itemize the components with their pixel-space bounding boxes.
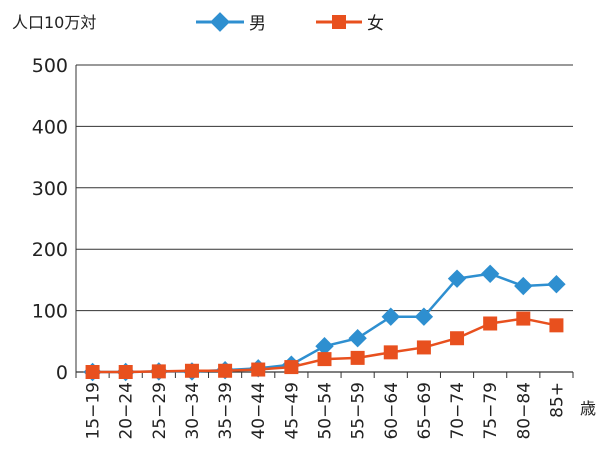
data-point	[483, 316, 498, 331]
x-tick-label: 15−19	[84, 382, 104, 440]
y-tick-label: 500	[32, 55, 68, 77]
axes	[75, 65, 573, 373]
legend-marker-female	[332, 15, 346, 29]
x-tick-label: 30−34	[183, 382, 203, 440]
data-point	[381, 307, 400, 326]
legend-label-male: 男	[249, 14, 266, 34]
y-tick-label: 0	[56, 362, 68, 384]
series-female	[85, 311, 564, 379]
x-tick-label: 85+	[547, 382, 567, 418]
data-point	[547, 275, 566, 294]
data-point	[118, 365, 133, 379]
y-tick-label: 400	[32, 116, 68, 138]
y-tick-label: 300	[32, 178, 68, 200]
gridlines	[76, 64, 573, 312]
data-point	[284, 360, 299, 375]
series	[83, 264, 566, 382]
data-point	[447, 269, 467, 288]
x-tick-label: 35−39	[216, 382, 236, 440]
y-axis-unit-label: 人口10万対	[12, 13, 96, 32]
data-point	[450, 331, 465, 346]
x-axis-ticks: 15−19 20−24 25−29 30−34 35−39 40−44 45−49 50−54…	[75, 372, 574, 440]
data-point	[383, 345, 398, 360]
data-point	[315, 337, 334, 356]
x-tick-label: 50−54	[316, 382, 336, 440]
x-tick-label: 20−24	[117, 382, 137, 440]
data-point	[317, 352, 332, 367]
data-point	[184, 363, 199, 378]
x-tick-label: 65−69	[415, 382, 435, 440]
data-point	[414, 307, 434, 326]
legend-label-female: 女	[367, 14, 384, 34]
data-point	[480, 264, 500, 283]
data-point	[549, 318, 564, 333]
x-tick-label: 80−84	[514, 382, 534, 440]
y-axis-ticks: 0 100 200 300 400 500	[32, 55, 68, 384]
legend-item-male: 男	[196, 12, 266, 34]
legend: 男 女	[196, 12, 384, 34]
data-point	[251, 362, 266, 377]
x-tick-label: 40−44	[249, 382, 269, 440]
x-tick-label: 25−29	[150, 382, 170, 440]
data-point	[416, 340, 431, 355]
data-point	[348, 329, 367, 348]
x-tick-label: 75−79	[481, 382, 501, 440]
x-axis-unit-label: 歳	[580, 399, 596, 418]
data-point	[151, 364, 166, 379]
x-tick-label: 60−64	[382, 382, 402, 440]
data-point	[516, 311, 531, 326]
legend-marker-male	[210, 12, 230, 32]
y-tick-label: 200	[32, 239, 68, 261]
data-point	[350, 350, 365, 365]
x-tick-label: 70−74	[448, 382, 468, 440]
y-tick-label: 100	[32, 301, 68, 323]
data-point	[514, 276, 533, 296]
legend-item-female: 女	[316, 14, 384, 34]
x-tick-label: 45−49	[282, 382, 302, 440]
data-point	[85, 365, 100, 379]
data-point	[218, 363, 233, 378]
x-tick-label: 55−59	[349, 382, 369, 440]
